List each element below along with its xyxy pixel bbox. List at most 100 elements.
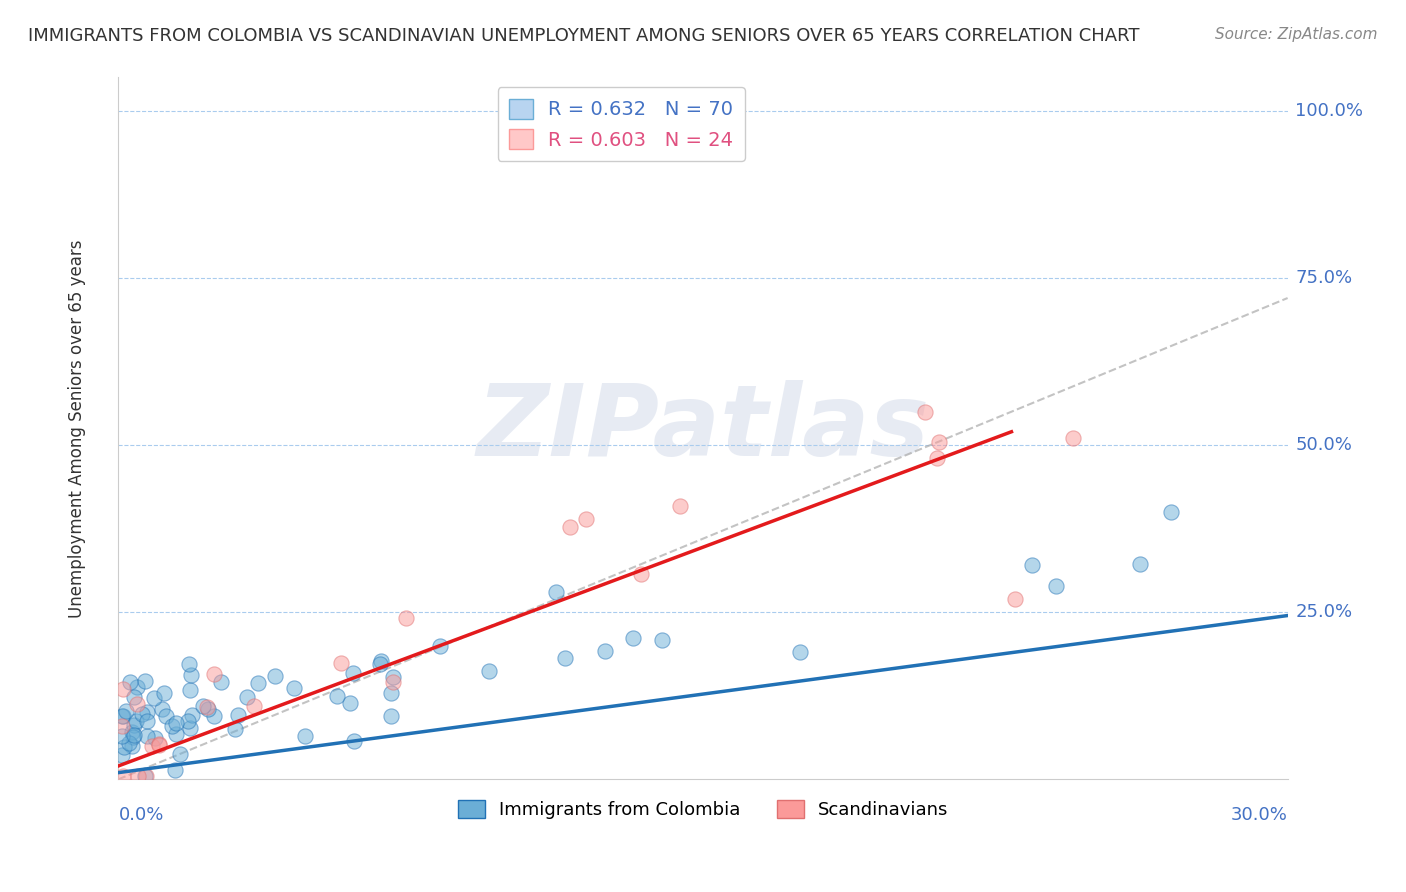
blue [554,650,576,665]
blue [135,705,157,719]
blue [152,686,174,700]
blue [191,698,214,713]
pink [242,698,264,713]
blue [621,632,644,646]
Text: 50.0%: 50.0% [1295,436,1353,454]
blue [264,668,287,682]
pink [195,700,218,714]
blue [134,673,156,688]
Text: ZIPatlas: ZIPatlas [477,380,929,477]
blue [112,709,135,723]
blue [115,704,138,718]
blue [226,708,249,723]
blue [381,670,404,684]
blue [169,747,191,761]
Text: IMMIGRANTS FROM COLOMBIA VS SCANDINAVIAN UNEMPLOYMENT AMONG SENIORS OVER 65 YEAR: IMMIGRANTS FROM COLOMBIA VS SCANDINAVIAN… [28,27,1140,45]
blue [121,725,143,739]
blue [593,644,616,658]
blue [181,708,204,723]
pink [928,435,950,450]
blue [179,657,201,672]
blue [343,733,366,747]
blue [246,675,269,690]
blue [143,731,166,746]
pink [914,405,936,419]
pink [111,681,134,696]
pink [558,519,581,533]
Legend: R = 0.632   N = 70, R = 0.603   N = 24: R = 0.632 N = 70, R = 0.603 N = 24 [498,87,745,161]
pink [382,675,405,690]
blue [224,723,246,737]
blue [651,633,673,648]
blue [124,728,146,742]
blue [179,721,201,735]
blue [429,639,451,653]
pink [1004,591,1026,606]
Text: 75.0%: 75.0% [1295,269,1353,287]
Text: Source: ZipAtlas.com: Source: ZipAtlas.com [1215,27,1378,42]
pink [925,451,948,466]
blue [342,666,364,681]
pink [575,511,598,525]
Text: 100.0%: 100.0% [1295,102,1364,120]
blue [160,719,183,733]
blue [111,708,134,723]
Text: 0.0%: 0.0% [118,806,163,824]
blue [165,716,187,731]
pink [141,739,163,753]
blue [202,709,225,723]
pink [135,769,157,783]
Text: 25.0%: 25.0% [1295,603,1353,621]
blue [165,727,187,741]
blue [112,739,135,754]
blue [1021,558,1043,572]
blue [179,682,201,697]
blue [111,729,134,743]
blue [135,729,157,743]
blue [380,708,402,723]
blue [1045,579,1067,593]
blue [326,690,349,704]
pink [148,737,170,751]
blue [236,690,259,705]
blue [155,709,177,723]
pink [669,499,692,513]
blue [125,714,148,728]
blue [209,675,232,690]
blue [136,714,159,729]
blue [122,718,145,732]
blue [789,645,811,659]
pink [125,697,148,711]
blue [121,739,143,754]
blue [283,681,305,695]
pink [1062,431,1084,445]
blue [370,654,392,668]
blue [478,664,501,678]
pink [630,566,652,581]
blue [546,585,568,599]
blue [120,675,142,690]
blue [339,697,361,711]
pink [202,667,225,681]
pink [111,719,134,733]
blue [1160,505,1182,519]
blue [125,680,148,694]
blue [294,729,316,743]
blue [131,707,153,722]
blue [117,736,139,750]
pink [111,769,134,783]
blue [122,690,145,704]
blue [180,668,202,682]
blue [177,714,200,728]
blue [368,657,391,672]
Text: 30.0%: 30.0% [1230,806,1288,824]
blue [122,731,145,745]
blue [142,691,165,706]
pink [330,657,353,671]
blue [134,769,156,783]
blue [380,686,402,700]
blue [111,747,134,762]
Text: Unemployment Among Seniors over 65 years: Unemployment Among Seniors over 65 years [69,239,86,617]
blue [197,702,219,716]
blue [163,764,186,778]
